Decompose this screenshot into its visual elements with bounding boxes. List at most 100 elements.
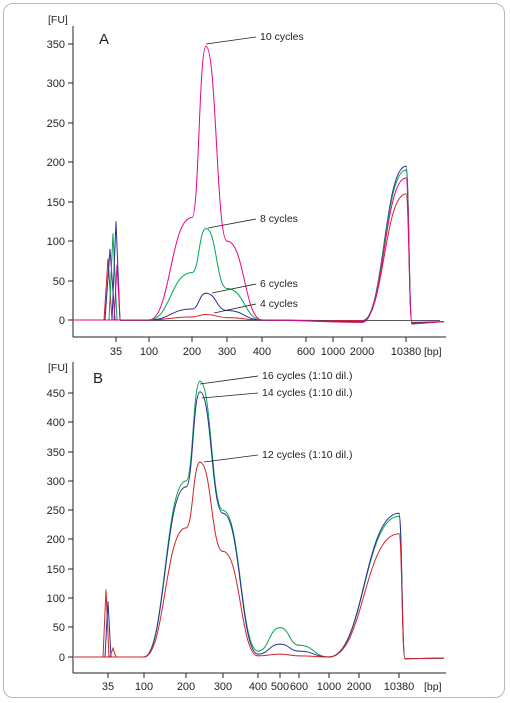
panel-a-x-tick-label: 2000 xyxy=(350,346,374,358)
panel-a-series-3-point-7 xyxy=(405,177,407,179)
panel-b-annotation-leader-0 xyxy=(199,375,259,385)
panel-a-plot-area xyxy=(74,45,445,325)
panel-b-series-2-point-6 xyxy=(279,653,281,655)
panel-b-y-tick-label: 50 xyxy=(53,622,65,634)
panel-b-y-tick-label: 300 xyxy=(47,476,65,488)
panel-b-series-1-point-2 xyxy=(185,486,187,488)
panel-a-x-tick-label: 300 xyxy=(218,346,236,358)
panel-a-series-3-point-6 xyxy=(361,321,363,323)
panel-a: [FU] A 0 50 100 150 200 250 300 350 35 1… xyxy=(47,14,446,358)
panel-a-y-unit-label: [FU] xyxy=(48,14,68,26)
panel-a-x-ticks: 35 100 200 300 400 600 1000 2000 10380 [… xyxy=(110,337,442,358)
panel-a-marker-peak-4 xyxy=(113,264,121,321)
panel-b-x-tick-6: 600 xyxy=(290,673,308,693)
panel-b-x-tick-5: 500 xyxy=(271,673,289,693)
panel-a-y-tick-label: 0 xyxy=(59,315,65,327)
panel-b: [FU] B 0 50 100 150 200 250 300 350 400 … xyxy=(47,362,446,693)
panel-a-series-0-point-4 xyxy=(226,317,228,319)
panel-b-y-tick-label: 350 xyxy=(47,447,65,459)
panel-a-x-tick-label: 200 xyxy=(183,346,201,358)
panel-b-x-tick-1: 100 xyxy=(135,673,153,693)
panel-b-x-tick-7: 1000 xyxy=(317,673,341,693)
panel-b-y-tick-label: 100 xyxy=(47,593,65,605)
panel-a-annotation-leader-3 xyxy=(213,303,257,314)
panel-a-x-tick-label: 600 xyxy=(297,346,315,358)
panel-a-y-tick-7: 350 xyxy=(47,39,73,51)
panel-b-x-tick-9: 10380 xyxy=(384,673,415,693)
panel-a-x-tick-8: 10380 xyxy=(391,337,422,358)
panel-b-series-1-point-4 xyxy=(222,512,224,514)
panel-b-x-tick-label: 300 xyxy=(214,681,232,693)
panel-a-x-tick-label: 10380 xyxy=(391,346,422,358)
panel-a-series-1-point-7 xyxy=(405,165,407,167)
panel-b-x-tick-label: 10380 xyxy=(384,681,415,693)
panel-b-y-tick-label: 450 xyxy=(47,388,65,400)
panel-a-y-tick-3: 150 xyxy=(47,197,73,209)
panel-b-series-2-point-5 xyxy=(257,655,259,657)
panel-a-series-line-1 xyxy=(74,165,445,324)
panel-b-annotation-label-2: 12 cycles (1:10 dil.) xyxy=(262,449,352,461)
panel-a-series-2-point-7 xyxy=(405,169,407,171)
panel-a-series-line-3 xyxy=(74,45,445,325)
panel-b-y-tick-8: 400 xyxy=(47,417,73,429)
panel-b-x-tick-label: 400 xyxy=(249,681,267,693)
panel-a-series-0-point-7 xyxy=(405,193,407,195)
panel-b-y-tick-0: 0 xyxy=(59,652,73,664)
panel-b-y-tick-7: 350 xyxy=(47,447,73,459)
panel-a-y-tick-label: 350 xyxy=(47,39,65,51)
panel-b-series-0-point-7 xyxy=(298,644,300,646)
panel-a-series-3-point-4 xyxy=(226,240,228,242)
panel-a-series-1-point-3 xyxy=(205,292,207,294)
panel-b-y-tick-label: 400 xyxy=(47,417,65,429)
panel-b-series-2-point-0 xyxy=(107,656,109,658)
panel-b-x-tick-label: 500 xyxy=(271,681,289,693)
panel-b-series-2-point-9 xyxy=(398,533,400,535)
panel-a-annotation-leader-1 xyxy=(207,218,257,229)
panel-a-series-2-point-3 xyxy=(205,227,207,230)
panel-b-annotation-label-1: 14 cycles (1:10 dil.) xyxy=(262,387,352,399)
panel-a-x-tick-5: 600 xyxy=(297,337,315,358)
panel-b-marker-peak-0 xyxy=(102,589,110,658)
panel-a-marker-peak-0 xyxy=(103,258,113,321)
panel-b-y-tick-label: 200 xyxy=(47,534,65,546)
panel-a-letter: A xyxy=(99,31,109,48)
panel-b-series-2-point-4 xyxy=(222,550,224,553)
panel-b-marker-peak-2 xyxy=(109,646,117,658)
panel-b-x-tick-2: 200 xyxy=(177,673,195,693)
panel-a-x-tick-1: 100 xyxy=(140,337,158,358)
panel-a-y-tick-label: 200 xyxy=(47,157,65,169)
panel-b-y-tick-9: 450 xyxy=(47,388,73,400)
panel-b-y-tick-label: 0 xyxy=(59,652,65,664)
panel-b-x-tick-8: 2000 xyxy=(347,673,371,693)
panel-b-x-tick-label: 600 xyxy=(290,681,308,693)
panel-b-series-line-0 xyxy=(74,380,445,660)
panel-a-x-tick-label: 100 xyxy=(140,346,158,358)
panel-b-x-tick-label: 1000 xyxy=(317,681,341,693)
panel-a-x-unit-label: [bp] xyxy=(424,346,442,358)
panel-b-series-2-point-1 xyxy=(143,656,145,658)
panel-b-annotations: 16 cycles (1:10 dil.) 14 cycles (1:10 dil… xyxy=(199,370,352,463)
panel-b-series-0-point-3 xyxy=(199,380,201,382)
panel-a-series-3-point-1 xyxy=(148,319,150,321)
panel-b-y-tick-5: 250 xyxy=(47,505,73,517)
panel-b-series-1-point-9 xyxy=(398,512,400,514)
panel-a-x-tick-7: 2000 xyxy=(350,337,374,358)
panel-a-x-tick-3: 300 xyxy=(218,337,236,358)
panel-b-y-tick-6: 300 xyxy=(47,476,73,488)
panel-a-x-tick-label: 1000 xyxy=(321,346,345,358)
panel-a-series-3-point-3 xyxy=(205,45,207,47)
panel-b-series-1-point-5 xyxy=(257,653,259,655)
panel-a-annotation-leader-2 xyxy=(211,283,257,294)
panel-b-x-tick-label: 35 xyxy=(102,681,114,693)
panel-b-series-0-point-2 xyxy=(185,480,187,482)
panel-b-marker-peak-1 xyxy=(104,601,112,658)
panel-b-series-0-point-9 xyxy=(398,515,400,517)
panel-a-y-tick-label: 250 xyxy=(47,118,65,130)
panel-a-annotation-label-3: 4 cycles xyxy=(260,298,298,310)
panel-a-y-tick-label: 150 xyxy=(47,197,65,209)
panel-b-letter: B xyxy=(93,370,103,387)
panel-a-y-tick-1: 50 xyxy=(53,276,73,288)
panel-a-series-2-point-2 xyxy=(191,272,193,274)
panel-b-x-ticks: 35 100 200 300 400 500 600 1000 2000 103… xyxy=(102,673,442,693)
